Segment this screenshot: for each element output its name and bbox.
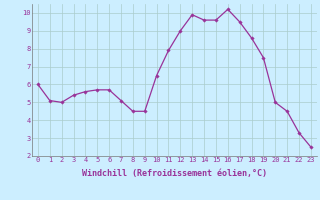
X-axis label: Windchill (Refroidissement éolien,°C): Windchill (Refroidissement éolien,°C) [82, 169, 267, 178]
